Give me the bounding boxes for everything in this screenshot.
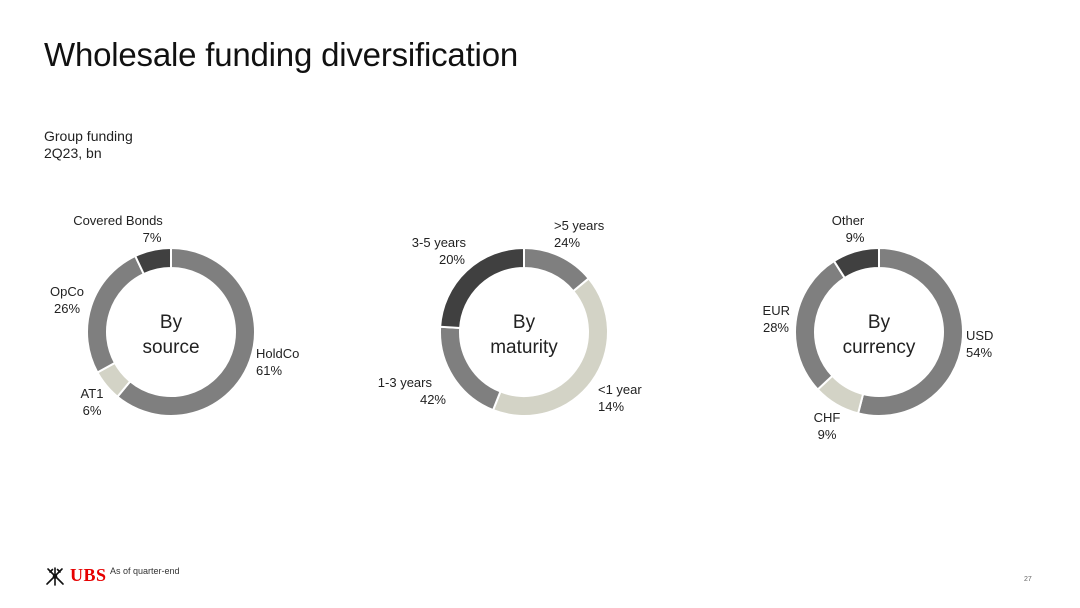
donut-center-label: maturity	[490, 337, 558, 358]
donut-center-label: By	[513, 312, 536, 333]
slice-value-label: 54%	[966, 345, 992, 360]
ubs-logo: UBS	[44, 565, 107, 586]
ubs-keys-icon	[46, 566, 64, 586]
slice-name-label: HoldCo	[256, 346, 299, 361]
slice-name-label: EUR	[763, 303, 790, 318]
donut-slice	[86, 254, 146, 374]
slice-name-label: Other	[832, 213, 865, 228]
slice-value-label: 24%	[554, 235, 580, 250]
slice-value-label: 26%	[54, 301, 80, 316]
slice-value-label: 9%	[818, 427, 837, 442]
slice-name-label: >5 years	[554, 218, 605, 233]
donut-slice	[832, 246, 880, 280]
slice-value-label: 6%	[83, 403, 102, 418]
slice-value-label: 28%	[763, 320, 789, 335]
slice-name-label: USD	[966, 328, 993, 343]
slice-name-label: 3-5 years	[412, 235, 467, 250]
donut-center-label: currency	[843, 337, 916, 358]
slice-name-label: <1 year	[598, 382, 642, 397]
donut-center-label: source	[142, 337, 199, 358]
footnote: As of quarter-end	[110, 566, 180, 576]
donut-slice	[856, 246, 964, 417]
slice-name-label: AT1	[81, 386, 104, 401]
slice-value-label: 14%	[598, 399, 624, 414]
chart-subtitle: Group funding 2Q23, bn	[44, 128, 133, 162]
slice-value-label: 20%	[439, 252, 465, 267]
page-title: Wholesale funding diversification	[44, 36, 518, 73]
slice-value-label: 42%	[420, 392, 446, 407]
donut-slice	[523, 246, 591, 293]
slice-value-label: 9%	[846, 230, 865, 245]
donut-slice	[116, 246, 256, 417]
donut-slice	[439, 246, 525, 330]
slice-name-label: Covered Bonds	[73, 213, 163, 228]
slice-name-label: OpCo	[50, 284, 84, 299]
donut-center-label: By	[868, 312, 891, 333]
subtitle-line-2: 2Q23, bn	[44, 145, 102, 161]
donut-chart-2: <1 year 14% 1-3 years 42% 3-5 years 20% >5 yea…	[378, 218, 642, 417]
donut-slice	[794, 259, 847, 391]
subtitle-line-1: Group funding	[44, 128, 133, 144]
donut-chart-3: USD 54% CHF 9% EUR 28% Other 9% By currency	[763, 213, 994, 442]
donut-slice	[133, 246, 172, 276]
slice-value-label: 61%	[256, 363, 282, 378]
ubs-logo-text: UBS	[70, 565, 107, 585]
slice-name-label: 1-3 years	[378, 375, 433, 390]
page-number: 27	[1024, 576, 1032, 583]
donut-center-label: By	[160, 312, 183, 333]
slice-value-label: 7%	[143, 230, 162, 245]
donut-chart-1: HoldCo 61% AT1 6% OpCo 26% Covered Bonds 7% By so…	[50, 213, 299, 418]
slice-name-label: CHF	[814, 410, 841, 425]
